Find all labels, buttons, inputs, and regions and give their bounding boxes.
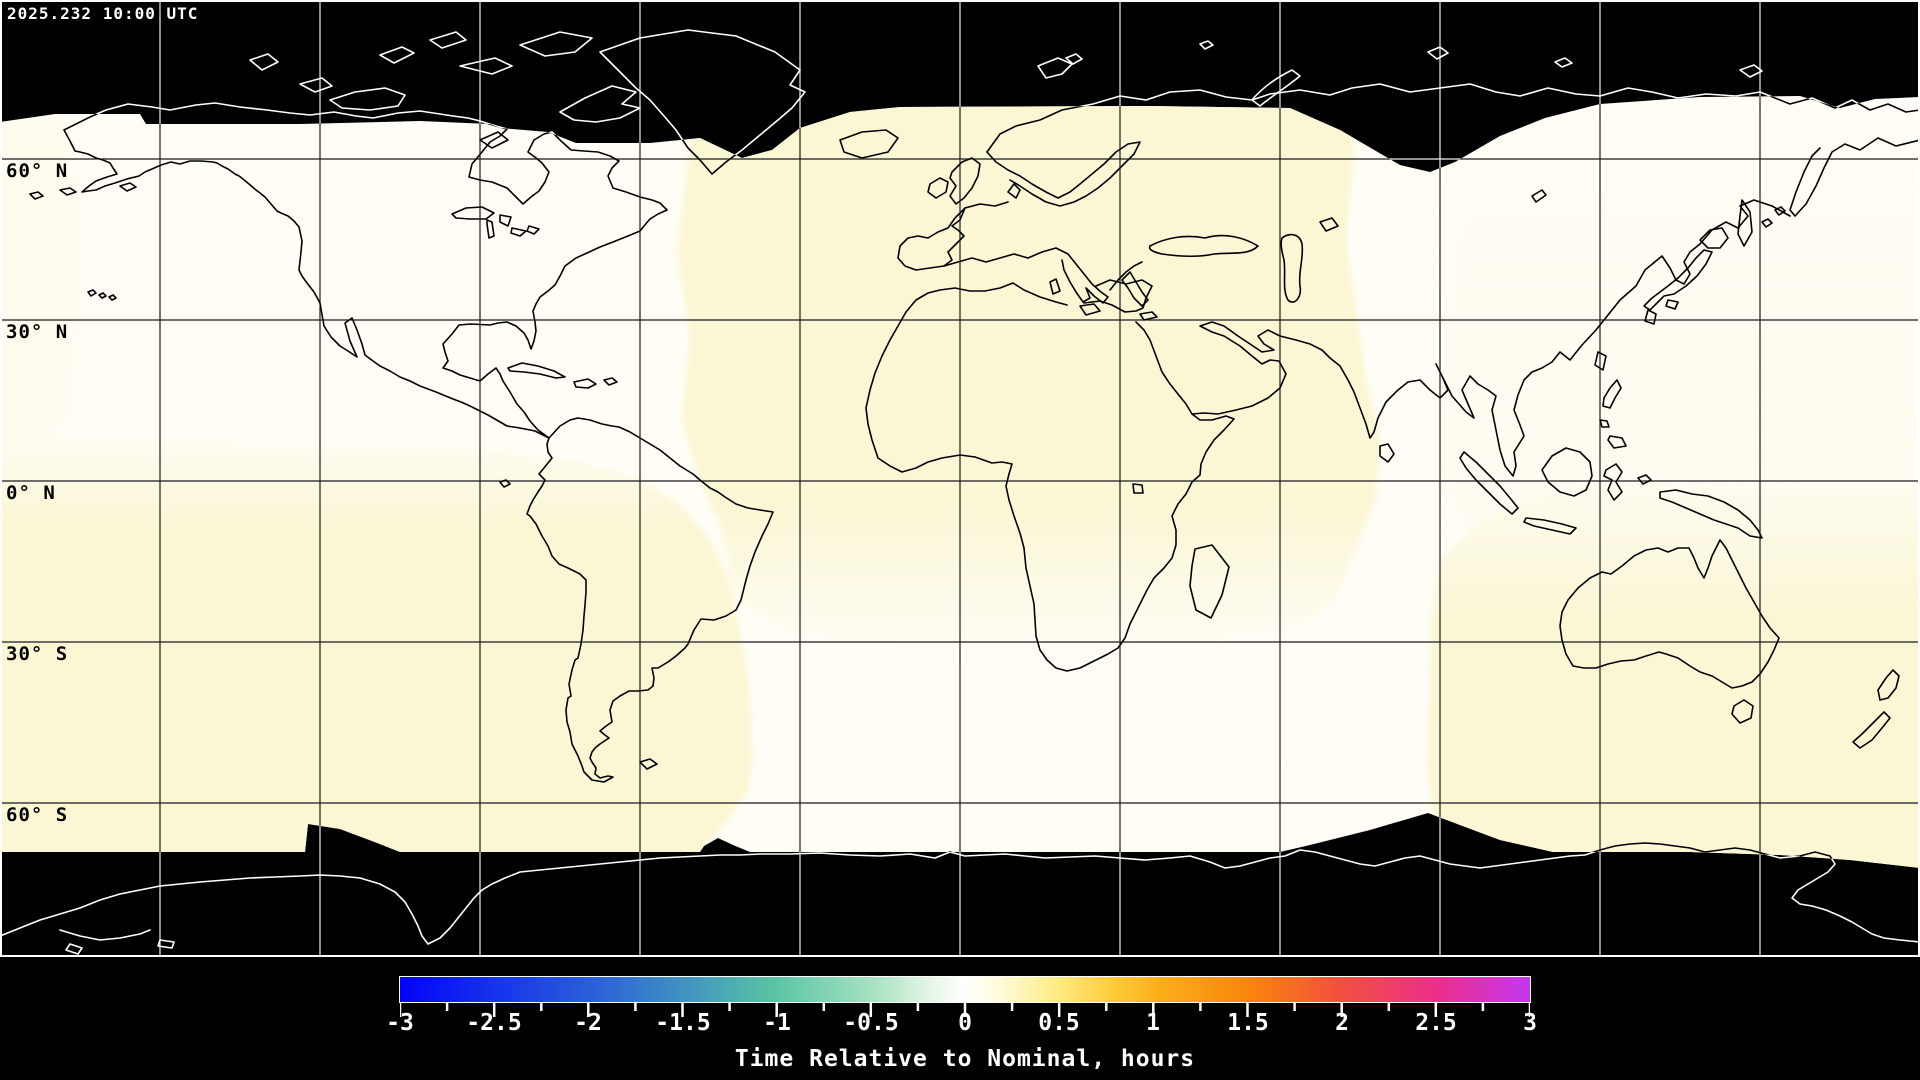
colorbar-tick-label: 2.5 [1415,1010,1457,1036]
colorbar-tick-label: 1.5 [1227,1010,1269,1036]
latitude-label-60s: 60° S [6,804,69,826]
latitude-label-0n: 0° N [6,482,56,504]
map-frame-border [0,0,1920,957]
latitude-label-60n: 60° N [6,160,69,182]
map-canvas [0,0,1920,957]
timestamp-label: 2025.232 10:00 UTC [7,4,199,23]
colorbar-tick-label: -3 [386,1010,414,1036]
faint-tint-regions [0,100,1920,532]
colorbar-tick-label: 1 [1146,1010,1160,1036]
colorbar-tick-label: -2 [574,1010,602,1036]
world-coverage-map: 60° N 30° N 0° N 30° S 60° S 2025.232 10… [0,0,1920,957]
colorbar-tick-label: -1.5 [655,1010,711,1036]
colorbar-gradient [400,977,1530,1002]
pale-yellow-delay-regions [0,96,1920,868]
colorbar-tick-label: 2 [1335,1010,1349,1036]
colorbar-ticks [400,1003,1530,1017]
colorbar-tick-label: -0.5 [843,1010,899,1036]
colorbar-tick-label: 0.5 [1038,1010,1080,1036]
colorbar-tick-label: -1 [763,1010,791,1036]
latitude-label-30n: 30° N [6,321,69,343]
colorbar-tick-label: -2.5 [466,1010,522,1036]
colorbar-tick-label: 0 [958,1010,972,1036]
latitude-label-30s: 30° S [6,643,69,665]
colorbar-title: Time Relative to Nominal, hours [734,1046,1196,1072]
colorbar-tick-label: 3 [1523,1010,1537,1036]
